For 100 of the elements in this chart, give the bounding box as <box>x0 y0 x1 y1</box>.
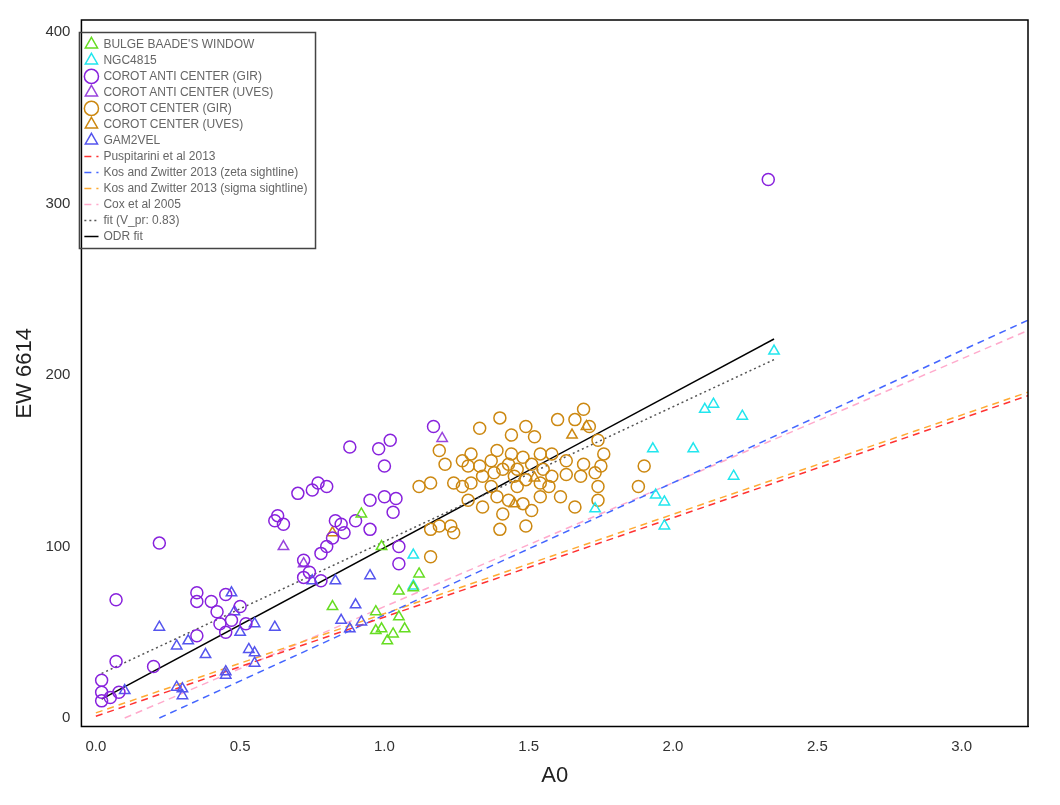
legend-label: NGC4815 <box>103 52 158 67</box>
point <box>219 664 232 676</box>
point <box>326 526 339 537</box>
legend-label: COROT ANTI CENTER (UVES) <box>103 84 274 99</box>
point <box>326 599 339 611</box>
point <box>248 646 261 657</box>
point <box>687 442 700 453</box>
point <box>182 634 195 645</box>
point <box>337 526 351 540</box>
point <box>398 622 411 633</box>
point <box>761 172 776 187</box>
point <box>268 514 282 528</box>
point <box>109 654 123 669</box>
y-tick-label: 300 <box>45 193 71 211</box>
point <box>649 488 662 499</box>
point <box>228 604 241 616</box>
point <box>109 592 123 607</box>
legend-label: BULGE BAADE'S WINDOW <box>103 36 256 51</box>
point <box>176 688 189 700</box>
point <box>377 459 392 473</box>
x-tick-label: 2.0 <box>662 736 684 754</box>
point <box>242 642 255 654</box>
point <box>219 668 232 679</box>
point <box>311 476 325 490</box>
point <box>118 683 131 695</box>
y-tick-label: 0 <box>62 708 71 726</box>
point <box>436 431 449 443</box>
point <box>270 508 285 523</box>
point <box>204 594 219 609</box>
point <box>335 613 348 625</box>
point <box>386 505 400 519</box>
point <box>305 483 320 497</box>
legend-label: fit (V_pr: 0.83) <box>103 212 180 227</box>
point <box>234 625 247 637</box>
legend-label: COROT CENTER (GIR) <box>103 100 232 115</box>
legend-label: Kos and Zwitter 2013 (sigma sightline) <box>103 180 308 195</box>
point <box>170 639 183 650</box>
point <box>291 486 305 501</box>
point <box>199 647 212 659</box>
point <box>152 536 167 550</box>
point <box>698 402 711 414</box>
point <box>94 673 109 688</box>
legend-label: ODR fit <box>103 228 144 243</box>
point <box>392 556 406 571</box>
point <box>658 519 671 530</box>
point <box>589 502 602 513</box>
point <box>768 344 780 355</box>
point <box>736 409 749 420</box>
point <box>707 397 720 408</box>
point <box>375 622 388 633</box>
legend-label: GAM2VEL <box>103 132 161 147</box>
point <box>364 568 376 580</box>
point <box>94 685 109 700</box>
legend-label: COROT CENTER (UVES) <box>103 116 244 131</box>
point <box>176 682 189 693</box>
point <box>239 616 253 631</box>
point <box>146 659 161 674</box>
point <box>276 517 291 531</box>
point <box>658 495 671 506</box>
point <box>314 574 328 588</box>
point <box>377 490 392 504</box>
point <box>334 517 348 531</box>
point <box>383 433 397 447</box>
x-tick-label: 1.0 <box>374 736 395 754</box>
x-tick-label: 1.5 <box>518 736 540 754</box>
x-tick-label: 0.5 <box>229 736 251 754</box>
point <box>325 531 340 545</box>
x-tick-label: 2.5 <box>806 736 828 754</box>
legend-label: Kos and Zwitter 2013 (zeta sightline) <box>103 164 299 179</box>
point <box>329 574 342 585</box>
point <box>349 598 362 609</box>
point <box>190 594 204 609</box>
point <box>248 656 261 667</box>
point <box>218 587 233 602</box>
point <box>389 491 403 506</box>
point <box>224 613 239 628</box>
point <box>103 690 118 705</box>
point <box>355 507 368 518</box>
point <box>210 604 224 619</box>
legend-label: COROT ANTI CENTER (GIR) <box>103 68 262 83</box>
point <box>248 616 261 628</box>
point <box>306 574 319 585</box>
point <box>426 419 441 434</box>
point <box>268 620 281 631</box>
legend-label: Cox et al 2005 <box>103 196 182 211</box>
point <box>233 599 247 614</box>
point <box>112 685 126 700</box>
point <box>363 493 377 507</box>
point <box>392 584 405 595</box>
point <box>302 565 317 579</box>
point <box>392 539 406 554</box>
y-tick-label: 400 <box>45 22 71 40</box>
point <box>296 570 311 585</box>
point <box>170 680 183 691</box>
point <box>392 610 405 621</box>
point <box>727 469 740 480</box>
point <box>381 634 394 645</box>
y-tick-label: 100 <box>45 536 71 554</box>
point <box>508 496 521 508</box>
point <box>369 604 382 616</box>
